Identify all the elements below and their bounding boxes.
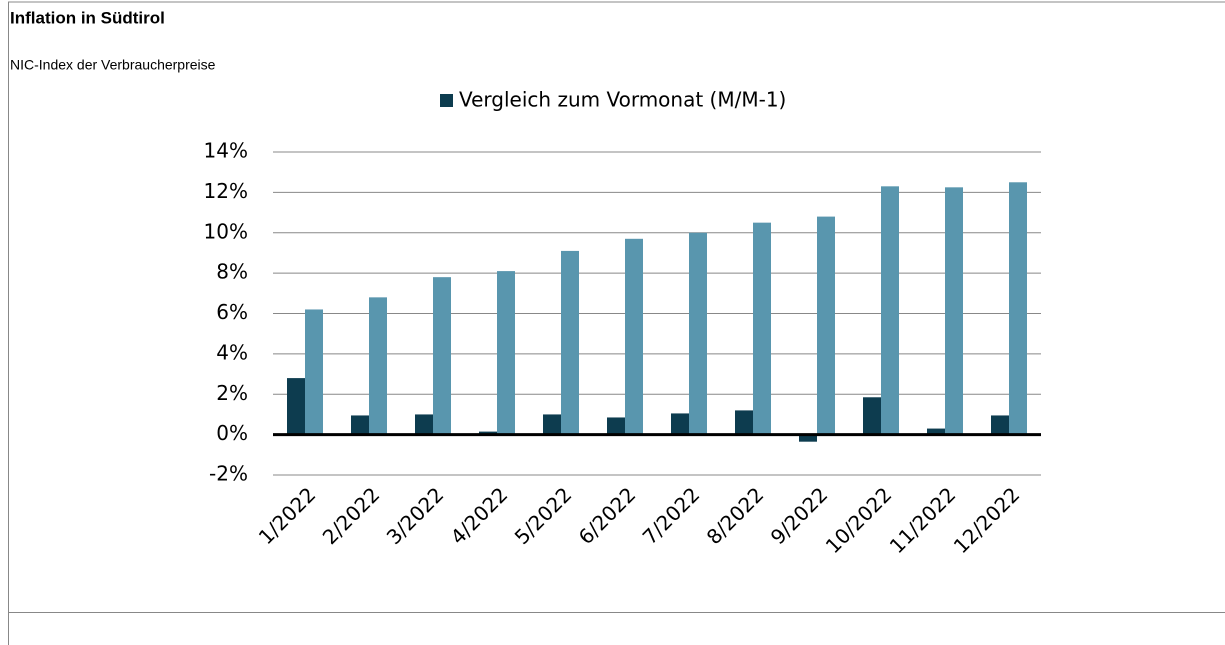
x-tick-label: 2/2022 xyxy=(318,482,385,549)
y-tick-label: 12% xyxy=(204,179,248,203)
legend-swatch xyxy=(440,94,453,107)
bar xyxy=(561,250,579,435)
legend-label: Vergleich zum Vormonat (M/M-1) xyxy=(459,88,786,112)
y-tick-label: 4% xyxy=(216,340,248,364)
bar xyxy=(671,413,689,435)
bar xyxy=(351,415,369,435)
y-tick-label: -2% xyxy=(209,462,248,486)
x-tick-label: 4/2022 xyxy=(446,482,513,549)
chart-subtitle: NIC-Index der Verbraucherpreise xyxy=(10,57,216,73)
bar xyxy=(863,397,881,435)
x-tick-label: 12/2022 xyxy=(949,482,1025,558)
x-tick-label: 5/2022 xyxy=(510,482,577,549)
bar xyxy=(287,378,305,435)
bar xyxy=(415,414,433,435)
bar xyxy=(625,238,643,435)
bar xyxy=(991,415,1009,435)
y-tick-label: 6% xyxy=(216,300,248,324)
x-tick-label: 11/2022 xyxy=(885,482,961,558)
bar xyxy=(433,277,451,435)
x-tick-label: 10/2022 xyxy=(821,482,897,558)
bar xyxy=(305,309,323,435)
bar xyxy=(927,428,945,435)
bar xyxy=(1009,182,1027,435)
bar xyxy=(543,414,561,435)
bar xyxy=(369,297,387,435)
bar xyxy=(753,222,771,435)
bars xyxy=(287,182,1027,442)
bar xyxy=(607,417,625,435)
bar xyxy=(497,271,515,435)
x-tick-label: 1/2022 xyxy=(254,482,321,549)
y-tick-label: 14% xyxy=(204,139,248,163)
y-tick-label: 10% xyxy=(204,219,248,243)
bar xyxy=(945,187,963,435)
bar xyxy=(689,232,707,435)
grid xyxy=(273,151,1041,476)
bar xyxy=(479,431,497,435)
y-tick-label: 2% xyxy=(216,381,248,405)
bar xyxy=(881,186,899,435)
bar xyxy=(735,410,753,435)
x-tick-label: 6/2022 xyxy=(574,482,641,549)
x-tick-label: 8/2022 xyxy=(702,482,769,549)
bar xyxy=(799,434,817,442)
x-tick-label: 7/2022 xyxy=(638,482,705,549)
chart-title: Inflation in Südtirol xyxy=(10,8,165,27)
y-tick-label: 8% xyxy=(216,260,248,284)
x-tick-label: 3/2022 xyxy=(382,482,449,549)
y-tick-label: 0% xyxy=(216,421,248,445)
bar xyxy=(817,216,835,435)
